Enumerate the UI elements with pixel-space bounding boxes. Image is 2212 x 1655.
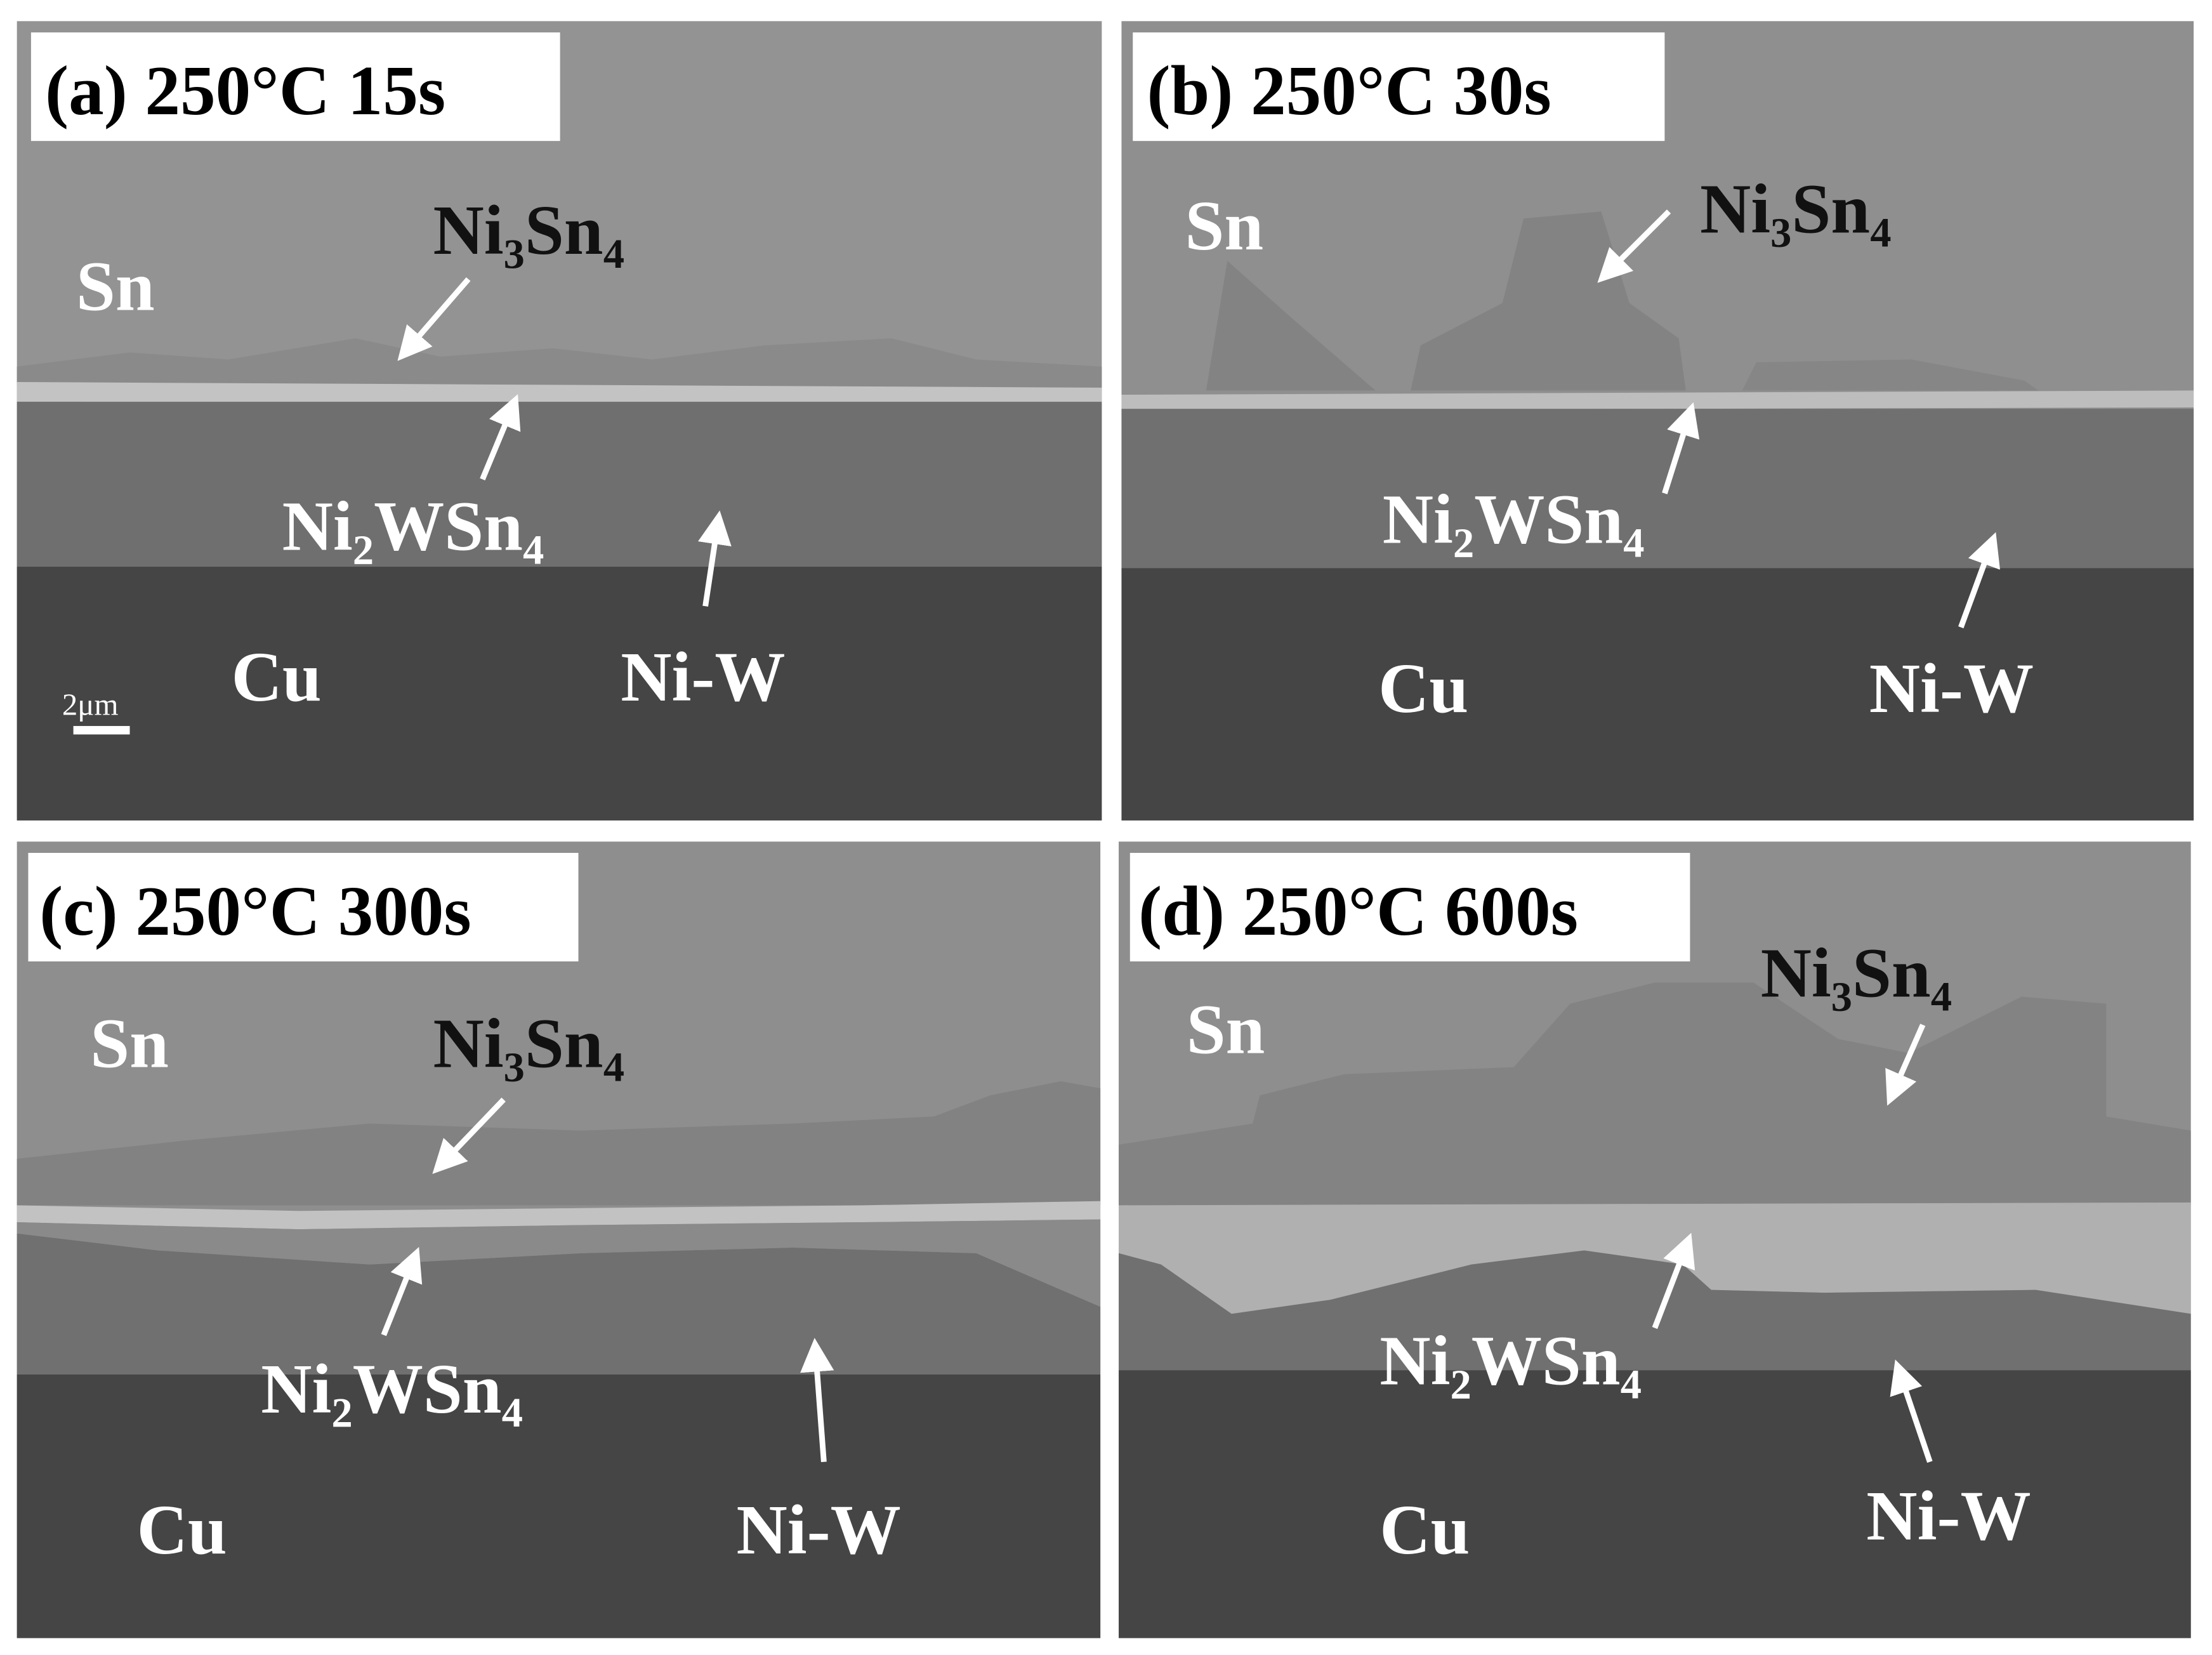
ni3sn4-layer (1119, 982, 2191, 1206)
ni3sn4-layer (16, 1081, 1101, 1206)
arrow (1597, 209, 1671, 283)
label-ni2wsn4: Ni₂WSn₄ (261, 1350, 523, 1428)
title-box (28, 852, 579, 962)
ni2wsn4-layer (16, 1201, 1101, 1230)
panel-c: (c) 250°C 300s Sn Ni₃Sn₄ Ni₂WSn₄ Cu Ni-W (16, 841, 1101, 1639)
label-ni3sn4: Ni₃Sn₄ (1761, 935, 1952, 1013)
label-niw: Ni-W (621, 638, 785, 716)
arrow (432, 1097, 506, 1174)
panel-title: (d) 250°C 600s (1138, 873, 1578, 951)
cu-substrate (1119, 1370, 2191, 1639)
label-cu: Cu (1378, 650, 1468, 728)
niw-layer (16, 1233, 1101, 1375)
niw-layer (1119, 1250, 2191, 1371)
arrow (1885, 1024, 1926, 1106)
ni3sn4-layer (16, 338, 1102, 391)
label-sn: Sn (1187, 991, 1265, 1069)
arrow (480, 394, 521, 481)
ni3sn4-grain (1411, 211, 1686, 391)
panel-title: (b) 250°C 30s (1147, 52, 1551, 130)
label-niw: Ni-W (1869, 650, 2034, 728)
arrow (800, 1338, 834, 1462)
ni3sn4-grain (1742, 359, 2039, 391)
label-sn: Sn (90, 1005, 169, 1083)
cu-substrate (16, 567, 1102, 821)
scale-bar (73, 726, 130, 735)
title-box (30, 32, 560, 142)
panel-b: (b) 250°C 30s Sn Ni₃Sn₄ Ni₂WSn₄ Cu Ni-W (1121, 21, 2194, 821)
ni2wsn4-layer (16, 1219, 1101, 1307)
panel-title: (c) 250°C 300s (39, 873, 471, 951)
label-ni3sn4: Ni₃Sn₄ (433, 192, 624, 270)
title-box (1129, 852, 1690, 962)
arrow (1662, 402, 1700, 494)
cu-substrate (16, 1374, 1101, 1639)
label-sn: Sn (1185, 187, 1264, 265)
cu-substrate (1121, 568, 2194, 821)
panel-title: (a) 250°C 15s (45, 52, 445, 130)
arrow (397, 277, 471, 361)
title-box (1133, 32, 1665, 142)
ni3sn4-grain (1206, 260, 1376, 391)
ni2wsn4-layer (16, 382, 1102, 405)
label-ni3sn4: Ni₃Sn₄ (1700, 171, 1891, 249)
niw-layer (1121, 409, 2194, 569)
arrow (1890, 1359, 1933, 1463)
label-niw: Ni-W (1866, 1477, 2031, 1555)
scale-bar-label: 2μm (62, 687, 119, 722)
label-cu: Cu (232, 638, 322, 716)
panel-d: (d) 250°C 600s Sn Ni₃Sn₄ Ni₂WSn₄ Cu Ni-W (1119, 841, 2191, 1639)
arrow (1958, 532, 2000, 629)
label-niw: Ni-W (737, 1491, 901, 1569)
label-ni2wsn4: Ni₂WSn₄ (1383, 480, 1645, 558)
arrow (697, 510, 732, 607)
label-cu: Cu (1379, 1491, 1470, 1569)
ni2wsn4-layer (1119, 1202, 2191, 1314)
label-cu: Cu (137, 1491, 227, 1569)
label-ni2wsn4: Ni₂WSn₄ (282, 487, 544, 565)
arrow (1652, 1232, 1695, 1329)
label-ni2wsn4: Ni₂WSn₄ (1379, 1322, 1642, 1401)
niw-layer (16, 402, 1102, 567)
panel-a: (a) 250°C 15s Sn Ni₃Sn₄ Ni₂WSn₄ Cu Ni-W … (16, 21, 1102, 821)
label-sn: Sn (76, 248, 155, 326)
arrow (381, 1247, 423, 1336)
ni2wsn4-layer (1121, 390, 2194, 411)
label-ni3sn4: Ni₃Sn₄ (433, 1005, 624, 1083)
